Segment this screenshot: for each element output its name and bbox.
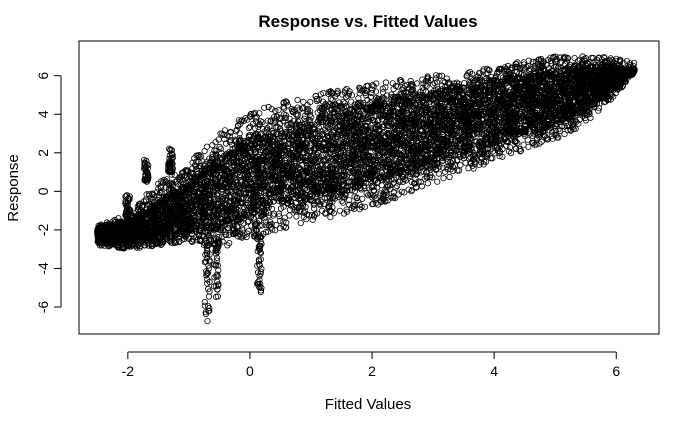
x-axis-label: Fitted Values — [325, 396, 411, 413]
data-points — [94, 53, 638, 325]
y-axis-label: Response — [5, 154, 22, 222]
chart-title: Response vs. Fitted Values — [258, 12, 477, 31]
